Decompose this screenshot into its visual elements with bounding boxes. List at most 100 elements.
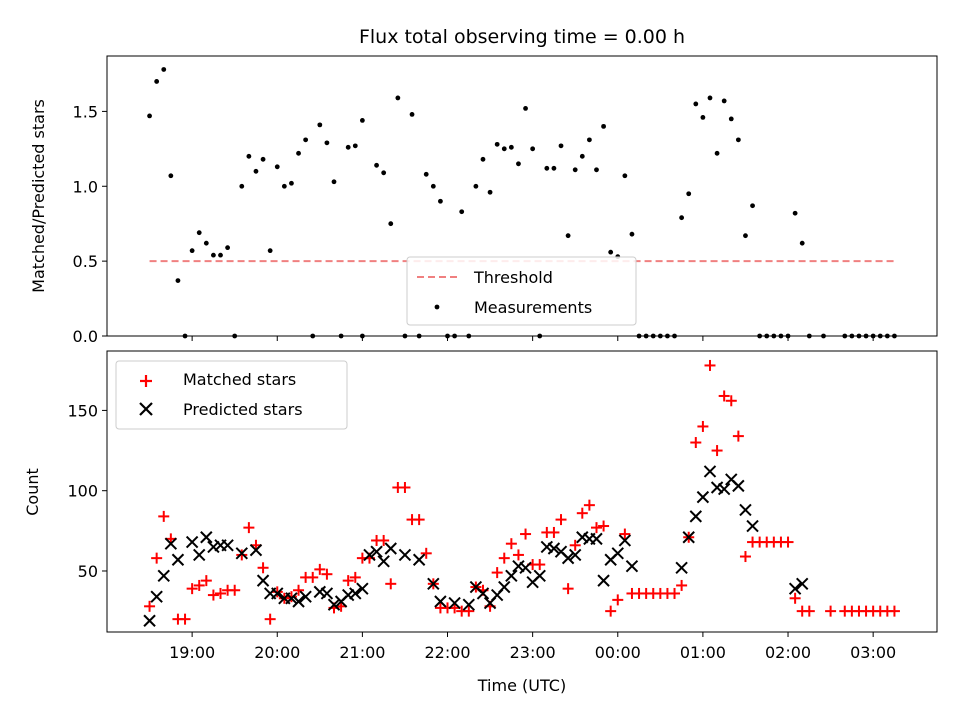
measurement-point-57: [551, 165, 557, 171]
predicted-point-70: [746, 519, 759, 533]
measurement-point-35: [395, 95, 401, 101]
predicted-point-13: [256, 574, 270, 587]
y-axis-label-count: Count: [23, 468, 42, 516]
measurement-point-59: [565, 233, 571, 239]
matched-point-74: [669, 587, 681, 599]
measurement-point-65: [608, 249, 614, 255]
legend-counts: Matched stars Predicted stars: [115, 360, 348, 430]
measurement-point-84: [743, 233, 748, 239]
measurement-point-20: [289, 180, 294, 186]
matched-point-21: [293, 584, 305, 596]
measurement-point-41: [438, 198, 443, 204]
predicted-point-68: [732, 479, 745, 493]
predicted-point-66: [717, 482, 731, 496]
count-ytick-label-2: 150: [67, 401, 98, 420]
predicted-point-5: [185, 535, 199, 549]
predicted-point-38: [476, 587, 490, 600]
predicted-point-0: [143, 614, 156, 627]
predicted-point-42: [505, 569, 518, 583]
measurement-point-1: [154, 79, 160, 84]
measurement-point-0: [147, 113, 152, 119]
measurement-point-51: [508, 144, 514, 150]
measurement-point-34: [388, 221, 394, 227]
measurement-point-29: [352, 143, 358, 149]
matched-point-45: [463, 605, 475, 617]
predicted-point-17: [285, 592, 298, 605]
count-xtick-label-7: 02:00: [765, 643, 811, 662]
matched-point-77: [690, 437, 702, 449]
measurement-point-4: [175, 278, 181, 283]
legend-matched-label: Matched stars: [183, 370, 296, 389]
measurement-point-16: [260, 156, 266, 162]
measurement-point-49: [494, 141, 500, 147]
measurement-point-67: [622, 173, 628, 179]
matched-point-91: [789, 592, 801, 604]
predicted-point-63: [696, 490, 710, 504]
predicted-point-50: [561, 551, 575, 565]
measurement-point-6: [189, 248, 195, 254]
measurement-point-14: [246, 153, 252, 159]
predicted-point-10: [221, 539, 234, 552]
predicted-point-35: [448, 596, 461, 610]
measurement-point-53: [523, 106, 528, 111]
predicted-point-36: [462, 598, 476, 611]
ratio-ytick-label-1: 0.5: [73, 252, 98, 271]
matched-point-14: [243, 522, 255, 534]
measurement-point-75: [679, 215, 685, 221]
measurement-point-24: [317, 122, 323, 128]
panel-counts-frame: [106, 350, 938, 633]
legend-measurements-swatch: [434, 304, 440, 310]
predicted-point-30: [384, 542, 397, 555]
matched-point-13: [236, 549, 248, 561]
count-xtick-label-8: 03:00: [850, 643, 896, 662]
predicted-point-7: [200, 531, 213, 544]
matched-point-38: [413, 514, 425, 526]
measurement-point-79: [707, 95, 713, 101]
measurement-point-64: [601, 123, 606, 129]
predicted-point-32: [412, 553, 426, 566]
predicted-point-11: [235, 547, 248, 560]
panel-counts-y-axis: 50 100 150: [67, 401, 107, 581]
matched-point-75: [676, 579, 688, 591]
matched-point-59: [562, 583, 574, 595]
predicted-point-3: [164, 537, 178, 550]
matched-point-58: [555, 514, 567, 526]
predicted-point-25: [349, 587, 362, 600]
predicted-point-22: [327, 598, 341, 611]
measurement-point-77: [693, 101, 699, 107]
measurement-point-81: [721, 98, 727, 104]
predicted-point-34: [434, 595, 447, 608]
predicted-point-1: [150, 590, 163, 603]
matched-point-93: [803, 605, 815, 617]
measurement-point-68: [629, 231, 635, 237]
measurement-point-83: [735, 137, 741, 143]
measurement-point-82: [728, 116, 734, 122]
predicted-point-57: [611, 547, 624, 560]
predicted-point-51: [568, 548, 582, 562]
predicted-point-46: [533, 569, 546, 583]
measurement-point-3: [168, 173, 174, 179]
matched-stars-layer: [144, 359, 900, 625]
predicted-point-41: [498, 580, 511, 594]
predicted-point-29: [377, 555, 390, 568]
measurement-point-78: [700, 114, 706, 120]
count-xtick-label-2: 21:00: [339, 643, 385, 662]
measurement-point-54: [530, 146, 536, 152]
predicted-point-60: [675, 561, 688, 574]
panel-ratio-x-axis: [191, 336, 874, 341]
predicted-point-26: [356, 582, 369, 595]
predicted-point-44: [519, 561, 532, 574]
predicted-point-59: [625, 559, 639, 573]
count-xtick-label-6: 01:00: [680, 643, 726, 662]
predicted-point-18: [292, 595, 305, 608]
matched-point-94: [825, 605, 837, 617]
legend-ratio-box: [406, 256, 637, 326]
predicted-point-28: [370, 545, 383, 558]
predicted-point-72: [796, 577, 809, 591]
measurement-point-58: [558, 143, 564, 149]
matched-point-0: [144, 600, 156, 612]
chart-title: Flux total observing time = 0.00 h: [359, 26, 685, 48]
measurement-point-18: [274, 164, 280, 170]
measurement-point-10: [218, 252, 223, 258]
matched-point-34: [385, 578, 397, 590]
